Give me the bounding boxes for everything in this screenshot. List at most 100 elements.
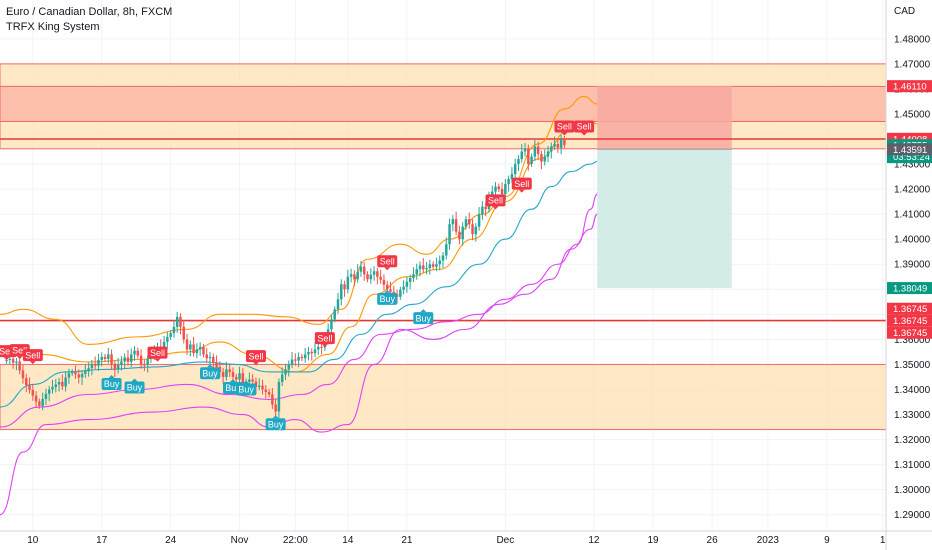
- candle-body: [468, 219, 471, 225]
- price-label: 1.36745: [887, 314, 932, 327]
- candle-body: [343, 284, 346, 290]
- signal-pointer: [3, 357, 10, 361]
- price-axis[interactable]: 1.29000 1.30000 1.31000 1.32000 1.33000 1.340…: [894, 34, 931, 521]
- signal-label: Buy: [127, 383, 143, 393]
- candle-body: [422, 265, 425, 270]
- buy-signal: Buy: [200, 364, 221, 380]
- candle-body: [61, 381, 64, 387]
- price-label-text: 1.36745: [893, 316, 927, 327]
- y-tick-label: 1.48000: [894, 34, 931, 45]
- candle-body: [550, 146, 553, 152]
- candle-body: [123, 357, 126, 362]
- sell-signal: Sell: [574, 120, 595, 136]
- signal-label: Sell: [12, 345, 27, 355]
- price-label: 1.36745: [887, 302, 932, 315]
- candle-body: [172, 326, 176, 334]
- y-tick-label: 1.36000: [894, 335, 931, 346]
- outer-lower-band: [0, 213, 598, 516]
- price-label: 1.46110: [887, 80, 932, 93]
- price-labels: 1.461101.440081.4375503:53:241.435911.38…: [887, 80, 932, 339]
- signal-pointer: [252, 362, 259, 366]
- candle-body: [297, 356, 300, 361]
- candle-body: [264, 389, 268, 392]
- candle-body: [228, 369, 231, 372]
- candle-body: [500, 189, 504, 195]
- buy-signal: Buy: [413, 309, 434, 325]
- signal-label: Sell: [488, 196, 503, 206]
- candle-body: [546, 151, 550, 157]
- candle-body: [130, 354, 133, 362]
- signal-badge: [101, 377, 122, 390]
- signal-label: Sell: [577, 122, 592, 132]
- candle-body: [448, 224, 451, 245]
- candle-body: [90, 363, 94, 369]
- sell-signal: Sell: [22, 349, 43, 365]
- signal-pointer: [229, 378, 236, 382]
- candle-body: [356, 271, 359, 280]
- y-tick-label: 1.41000: [894, 210, 931, 221]
- chart-title: Euro / Canadian Dollar, 8h, FXCM: [6, 6, 173, 18]
- sell-signal: Sell: [245, 350, 266, 366]
- candle-body: [408, 278, 412, 282]
- x-tick-label: 1: [880, 535, 886, 546]
- buy-signal: Buy: [377, 289, 398, 305]
- signal-badge: [147, 346, 168, 359]
- candle-body: [254, 381, 258, 387]
- candle-body: [540, 154, 543, 162]
- candle-body: [34, 395, 38, 402]
- y-tick-label: 1.30000: [894, 485, 931, 496]
- candle-body: [18, 361, 21, 371]
- candle-body: [202, 346, 205, 355]
- price-label-bg: [887, 326, 932, 339]
- take-profit-area: [597, 149, 732, 289]
- x-tick-label: 21: [401, 535, 413, 546]
- signal-pointer: [384, 267, 391, 271]
- candle-body: [277, 381, 281, 412]
- candle-body: [471, 224, 474, 235]
- signal-label: Sell: [317, 333, 332, 343]
- candle-body: [428, 264, 432, 269]
- zones: [0, 63, 887, 431]
- candle-body: [74, 371, 77, 375]
- y-tick-label: 1.33000: [894, 410, 931, 421]
- signal-label: Sell: [150, 348, 165, 358]
- candle-body: [25, 378, 28, 385]
- candle-body: [553, 144, 556, 147]
- candle-body: [5, 359, 8, 361]
- candle-body: [520, 151, 524, 160]
- signal-badge: [22, 349, 43, 362]
- signal-pointer: [384, 289, 391, 293]
- signal-pointer: [243, 380, 250, 384]
- candle-body: [313, 349, 317, 354]
- x-tick-label: 12: [588, 535, 600, 546]
- price-label-text: 1.46110: [893, 82, 927, 93]
- signal-badge: [554, 120, 575, 133]
- signal-pointer: [420, 309, 427, 313]
- price-label: 1.38049: [887, 282, 932, 295]
- signal-badge: [413, 312, 434, 325]
- candle-body: [454, 219, 458, 232]
- inner-upper-band: [0, 120, 598, 373]
- y-tick-label: 1.45000: [894, 109, 931, 120]
- candle-body: [169, 333, 172, 337]
- signal-badge: [377, 255, 398, 268]
- candle-body: [389, 289, 392, 292]
- candle-body: [31, 389, 35, 396]
- signal-label: Buy: [416, 313, 432, 323]
- candle-body: [195, 349, 199, 354]
- price-label-bg: [887, 80, 932, 93]
- position-tool[interactable]: [597, 86, 732, 289]
- time-axis[interactable]: 10 17 24 Nov 22:00 14 21 Dec 12 19 26 2023 9 1: [27, 535, 886, 546]
- candle-body: [481, 206, 484, 215]
- candle-body: [271, 394, 274, 405]
- price-label: 1.36745: [887, 326, 932, 339]
- candle-body: [261, 385, 264, 390]
- candle-body: [100, 356, 103, 360]
- candle-body: [87, 368, 90, 372]
- candle-body: [51, 386, 54, 390]
- bands: [0, 95, 598, 516]
- candle-body: [231, 371, 235, 377]
- candle-body: [431, 264, 435, 267]
